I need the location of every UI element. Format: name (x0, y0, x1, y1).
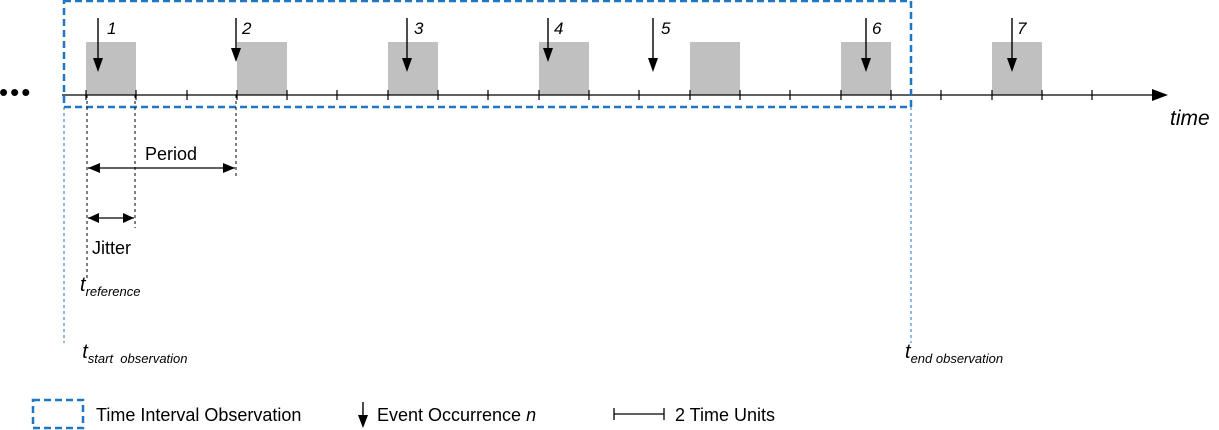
event-arrow-5 (648, 18, 658, 72)
legend-unit-label: 2 Time Units (675, 405, 775, 425)
legend-event-arrow-icon (358, 402, 368, 428)
event-label-2: 2 (241, 19, 252, 38)
event-arrow-4 (543, 18, 553, 62)
legend-interval-swatch (31, 398, 85, 430)
event-label-6: 6 (872, 19, 882, 38)
legend-unit-icon (613, 408, 665, 420)
jitter-window-1 (86, 42, 136, 95)
jitter-window-3 (388, 42, 438, 95)
event-arrow-3 (402, 18, 412, 72)
event-label-5: 5 (661, 19, 671, 38)
observation-window (62, 0, 913, 109)
time-axis-ticks (85, 90, 1093, 100)
event-arrow-6 (861, 18, 871, 72)
jitter-label: Jitter (92, 238, 131, 258)
time-axis-arrowhead (1152, 89, 1168, 101)
t-end-observation-label: tend observation (905, 341, 1003, 366)
period-arrowhead-right (223, 163, 235, 173)
jitter-window-2 (237, 42, 287, 95)
jitter-arrowhead-left (88, 213, 99, 223)
leading-ellipsis: ••• (0, 77, 32, 107)
event-arrow-2 (231, 18, 241, 62)
jitter-arrowhead-right (123, 213, 134, 223)
legend: Time Interval Observation Event Occurren… (31, 398, 775, 430)
period-arrowhead-left (88, 163, 100, 173)
event-arrow-1 (93, 18, 103, 72)
event-label-4: 4 (554, 19, 563, 38)
legend-interval-label: Time Interval Observation (96, 405, 301, 425)
time-axis-label: time (1170, 107, 1210, 130)
jitter-window-7 (992, 42, 1042, 95)
legend-event-label: Event Occurrence n (377, 405, 536, 425)
event-label-1: 1 (107, 19, 116, 38)
event-arrows: 1 2 3 4 5 6 7 (93, 18, 1027, 72)
period-label: Period (145, 144, 197, 164)
event-label-7: 7 (1017, 19, 1027, 38)
t-reference-label: treference (80, 274, 140, 299)
event-arrow-7 (1007, 18, 1017, 72)
jitter-window-5 (690, 42, 740, 95)
t-start-observation-label: tstart observation (60, 341, 201, 367)
event-label-3: 3 (414, 19, 424, 38)
jitter-windows (86, 42, 1042, 95)
